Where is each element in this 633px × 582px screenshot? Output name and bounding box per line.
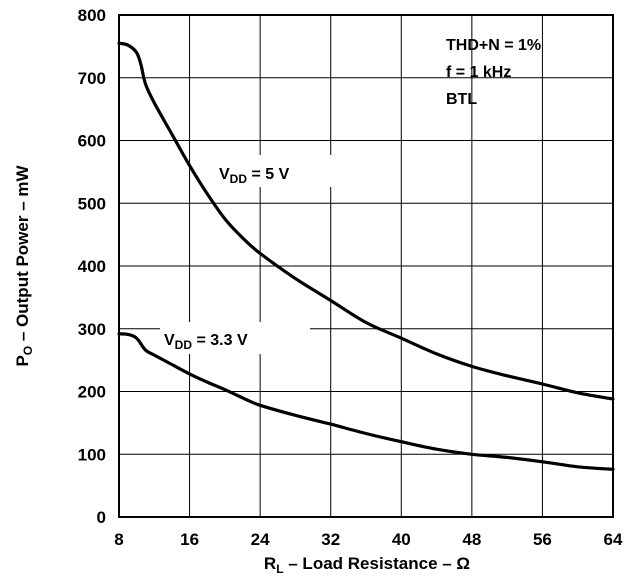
condition-mode: BTL xyxy=(446,91,477,108)
x-tick-label: 8 xyxy=(114,530,123,549)
y-axis-title-rest: – Output Power – mW xyxy=(13,165,32,346)
x-tick-label: 24 xyxy=(251,530,270,549)
x-tick-label: 64 xyxy=(604,530,623,549)
y-tick-label: 800 xyxy=(78,6,106,25)
conditions-annotation: THD+N = 1% f = 1 kHz BTL xyxy=(446,37,541,108)
y-axis-title-sub: O xyxy=(21,346,35,355)
y-tick-label: 400 xyxy=(78,257,106,276)
x-axis-title-rest: – Load Resistance – Ω xyxy=(284,554,471,573)
series-label-3v3: VDD = 3.3 V xyxy=(164,332,248,352)
series-label-3v3-sub: DD xyxy=(175,338,193,352)
grid xyxy=(119,15,613,517)
condition-thd: THD+N = 1% xyxy=(446,37,541,54)
y-tick-label: 500 xyxy=(78,194,106,213)
x-tick-label: 48 xyxy=(462,530,481,549)
y-tick-label: 300 xyxy=(78,320,106,339)
condition-frequency: f = 1 kHz xyxy=(446,64,511,81)
x-axis-title-main: R xyxy=(264,554,276,573)
series-line-3v3 xyxy=(117,332,615,471)
x-axis-title-sub: L xyxy=(276,562,283,576)
y-tick-label: 100 xyxy=(78,445,106,464)
label-bg-5v xyxy=(215,155,345,187)
plot-frame xyxy=(118,14,614,518)
x-tick-label: 56 xyxy=(533,530,552,549)
tick-labels: 8 16 24 32 40 48 56 64 0 100 200 300 400 500 600 700 800 xyxy=(78,6,623,549)
y-tick-label: 700 xyxy=(78,69,106,88)
y-axis-title: PO – Output Power – mW xyxy=(13,165,35,367)
series-label-5v-main: V xyxy=(219,166,230,183)
x-tick-label: 16 xyxy=(180,530,199,549)
series-line-5v xyxy=(117,41,615,401)
series-label-5v-sub: DD xyxy=(230,172,248,186)
y-tick-label: 0 xyxy=(97,508,106,527)
y-tick-label: 200 xyxy=(78,383,106,402)
x-axis-title: RL – Load Resistance – Ω xyxy=(264,554,470,576)
series-label-5v: VDD = 5 V xyxy=(219,166,290,186)
series-label-3v3-rest: = 3.3 V xyxy=(192,332,248,349)
label-bg-3v3 xyxy=(160,322,310,354)
curves xyxy=(117,41,615,471)
series-label-3v3-main: V xyxy=(164,332,175,349)
y-axis-title-main: P xyxy=(13,355,32,366)
y-tick-label: 600 xyxy=(78,132,106,151)
series-label-5v-rest: = 5 V xyxy=(247,166,290,183)
x-tick-label: 40 xyxy=(392,530,411,549)
x-tick-label: 32 xyxy=(321,530,340,549)
